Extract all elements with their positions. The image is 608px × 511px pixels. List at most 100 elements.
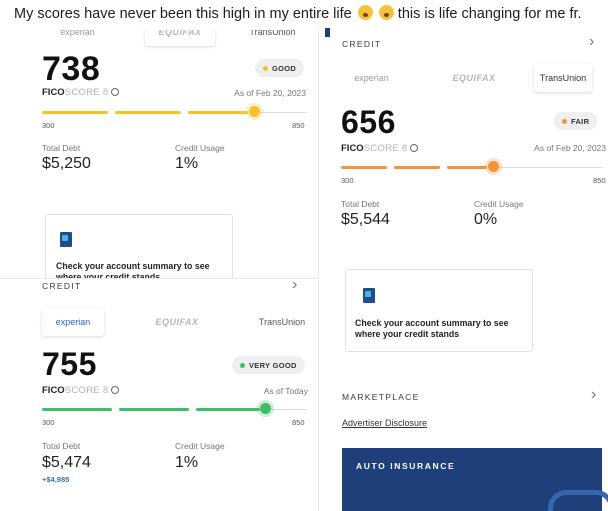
gauge-segment xyxy=(196,408,260,411)
fico-label: FICOSCORE 8 xyxy=(42,87,119,98)
status-dot-icon xyxy=(240,362,245,368)
astonished-face-icon xyxy=(357,5,373,20)
advertiser-disclosure-link[interactable]: Advertiser Disclosure xyxy=(342,418,428,428)
gauge-track xyxy=(260,112,307,113)
section-title-credit: CREDIT xyxy=(342,39,382,49)
account-summary-icon xyxy=(60,232,72,247)
bureau-tab-experian[interactable]: experian xyxy=(354,73,389,83)
total-debt-label: Total Debt xyxy=(341,199,380,209)
gauge-segment xyxy=(341,166,387,169)
status-dot-icon xyxy=(263,65,268,71)
credit-usage-label: Credit Usage xyxy=(175,441,225,451)
chevron-right-icon[interactable]: › xyxy=(589,33,595,50)
range-max: 850 xyxy=(292,418,305,427)
total-debt-label: Total Debt xyxy=(42,441,81,451)
chevron-right-icon[interactable]: › xyxy=(292,278,298,293)
account-summary-card[interactable]: Check your account summary to see where … xyxy=(45,214,233,280)
info-icon[interactable] xyxy=(110,88,119,96)
fico-model: SCORE 8 xyxy=(64,87,109,98)
bureau-tab-equifax[interactable]: EQUIFAX xyxy=(155,317,199,327)
fico-model: SCORE 8 xyxy=(64,385,109,396)
bureau-tabs: experian EQUIFAX TransUnion xyxy=(339,64,592,92)
account-summary-text: Check your account summary to see where … xyxy=(56,261,210,280)
gauge-knob xyxy=(249,106,260,117)
total-debt-value: $5,474 xyxy=(42,454,91,471)
score-gauge xyxy=(42,403,307,415)
fico-brand: FICO xyxy=(341,143,364,154)
auto-insurance-title: AUTO INSURANCE xyxy=(356,461,456,471)
credit-usage-value: 1% xyxy=(175,155,199,172)
bureau-tabs: experian EQUIFAX TransUnion xyxy=(42,308,312,336)
as-of-date: As of Feb 20, 2023 xyxy=(534,143,606,153)
range-max: 850 xyxy=(292,121,305,130)
account-summary-icon xyxy=(363,288,375,303)
range-min: 300 xyxy=(42,121,55,130)
fico-brand: FICO xyxy=(42,87,65,98)
score-gauge xyxy=(341,161,603,173)
bureau-tab-experian[interactable]: experian xyxy=(60,30,95,37)
gauge-segment xyxy=(115,111,181,114)
gauge-knob xyxy=(260,403,271,414)
post-caption: My scores have never been this high in m… xyxy=(0,0,608,30)
total-debt-change: +$4,985 xyxy=(42,475,70,484)
bureau-tab-experian[interactable]: experian xyxy=(42,308,104,336)
total-debt-label: Total Debt xyxy=(42,143,81,153)
fico-brand: FICO xyxy=(42,385,65,396)
total-debt-value: $5,250 xyxy=(42,155,91,172)
gauge-knob xyxy=(488,161,499,172)
gauge-segment xyxy=(394,166,440,169)
gauge-segment xyxy=(42,111,108,114)
range-max: 850 xyxy=(593,176,606,185)
chevron-right-icon[interactable]: › xyxy=(591,386,597,403)
auto-insurance-card[interactable]: AUTO INSURANCE xyxy=(342,448,608,511)
gauge-segment xyxy=(42,408,112,411)
credit-score: 755 xyxy=(42,346,97,382)
gauge-segment xyxy=(188,111,248,114)
corner-marker xyxy=(325,28,330,37)
status-dot-icon xyxy=(562,118,567,124)
fico-model: SCORE 8 xyxy=(363,143,408,154)
score-rating-badge: GOOD xyxy=(255,59,305,77)
info-icon[interactable] xyxy=(110,386,119,394)
credit-usage-value: 1% xyxy=(175,454,199,471)
badge-label: GOOD xyxy=(272,63,297,73)
screenshot-panel-1: experian EQUIFAX TransUnion 738 GOOD FIC… xyxy=(0,30,318,280)
total-debt-value: $5,544 xyxy=(341,211,390,228)
flushed-face-icon xyxy=(378,5,394,20)
score-gauge xyxy=(42,106,307,118)
credit-usage-label: Credit Usage xyxy=(175,143,225,153)
bureau-tab-transunion[interactable]: TransUnion xyxy=(249,30,296,37)
as-of-date: As of Feb 20, 2023 xyxy=(234,88,306,98)
caption-tail: this is life changing for me fr. xyxy=(397,6,582,22)
screenshot-panel-3: CREDIT › experian EQUIFAX TransUnion 755… xyxy=(0,278,318,511)
badge-label: VERY GOOD xyxy=(249,360,297,370)
bureau-tab-equifax[interactable]: EQUIFAX xyxy=(452,73,496,83)
screenshot-panel-2: CREDIT › experian EQUIFAX TransUnion 656… xyxy=(318,28,608,511)
section-title-credit: CREDIT xyxy=(42,281,82,291)
as-of-date: As of Today xyxy=(263,386,308,396)
badge-label: FAIR xyxy=(571,116,590,126)
fico-label: FICOSCORE 8 xyxy=(341,143,418,154)
info-icon[interactable] xyxy=(409,144,418,152)
credit-usage-value: 0% xyxy=(474,211,498,228)
range-min: 300 xyxy=(42,418,55,427)
section-title-marketplace: MARKETPLACE xyxy=(342,392,420,402)
gauge-segment xyxy=(447,166,487,169)
account-summary-text: Check your account summary to see where … xyxy=(355,318,509,339)
credit-usage-label: Credit Usage xyxy=(474,199,524,209)
account-summary-card[interactable]: Check your account summary to see where … xyxy=(345,269,533,352)
caption-text: My scores have never been this high in m… xyxy=(14,6,352,22)
bureau-tab-transunion[interactable]: TransUnion xyxy=(258,317,306,327)
gauge-segment xyxy=(119,408,189,411)
bureau-tab-equifax[interactable]: EQUIFAX xyxy=(145,30,215,46)
fico-label: FICOSCORE 8 xyxy=(42,385,119,396)
credit-score: 738 xyxy=(42,50,101,88)
car-illustration-icon xyxy=(548,490,608,511)
credit-score: 656 xyxy=(341,104,396,140)
range-min: 300 xyxy=(341,176,354,185)
bureau-tab-transunion[interactable]: TransUnion xyxy=(534,64,592,92)
score-rating-badge: VERY GOOD xyxy=(232,356,305,374)
bureau-tabs: experian EQUIFAX TransUnion xyxy=(40,30,310,46)
gauge-track xyxy=(499,167,603,168)
score-rating-badge: FAIR xyxy=(554,112,598,130)
